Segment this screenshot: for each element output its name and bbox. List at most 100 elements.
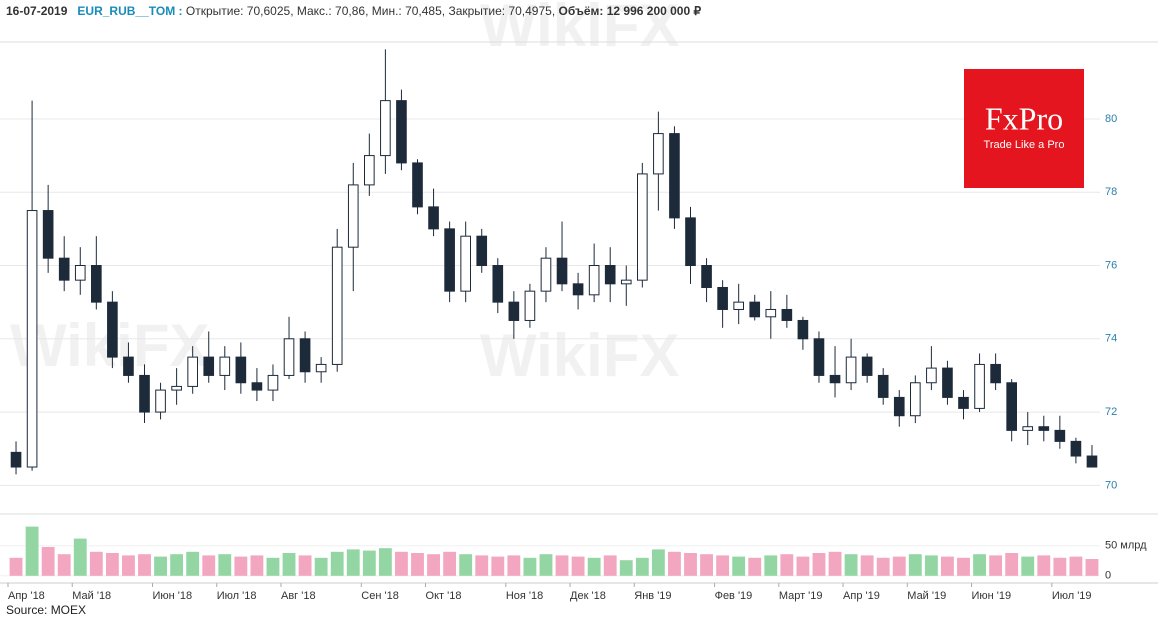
y-tick-label: 78 — [1105, 186, 1117, 198]
candle-body — [476, 235, 488, 267]
candle-body — [524, 290, 536, 321]
volume-bar — [25, 526, 39, 576]
volume-bar — [475, 555, 489, 576]
candle-body — [620, 279, 632, 285]
candle-body — [1086, 455, 1098, 468]
candle-body — [251, 382, 263, 391]
candle-body — [861, 356, 873, 376]
x-tick-label: Май '18 — [72, 590, 111, 602]
candle-body — [347, 184, 359, 248]
ohlc: Открытие: 70,6025, Макс.: 70,86, Мин.: 7… — [185, 4, 556, 18]
volume-bar — [876, 557, 890, 576]
candle-body — [1022, 426, 1034, 431]
x-tick-label: Авг '18 — [281, 590, 316, 602]
volume-bar — [395, 551, 408, 576]
candle-body — [235, 356, 247, 384]
x-tick-label: Апр '18 — [8, 590, 45, 602]
volume-bar — [443, 551, 457, 576]
candle-body — [749, 301, 761, 318]
volume-bar — [154, 556, 167, 576]
candle-body — [572, 283, 584, 296]
candle-body — [331, 246, 343, 365]
volume-bar — [491, 556, 505, 576]
volume-bar — [282, 553, 296, 576]
volume-bar — [764, 555, 778, 576]
source: Source: MOEX — [6, 603, 86, 617]
volume-bar — [716, 555, 730, 576]
volume-tick-label: 0 — [1105, 570, 1111, 582]
volume-bar — [812, 553, 826, 576]
candle-body — [813, 338, 825, 376]
candle-body — [203, 356, 215, 376]
volume-bar — [122, 555, 135, 576]
volume-bar — [700, 554, 713, 576]
volume-bar — [941, 556, 954, 576]
volume-bar — [1037, 555, 1051, 576]
candle-body — [556, 257, 568, 285]
volume-bar — [427, 554, 440, 576]
candle-body — [958, 396, 969, 409]
candle-body — [58, 257, 70, 281]
candle-body — [219, 356, 231, 376]
candle-body — [267, 374, 279, 391]
candle-body — [139, 374, 150, 413]
candle-body — [717, 286, 728, 310]
candle-body — [123, 356, 134, 376]
candle-body — [42, 210, 54, 259]
x-tick-label: Июн '19 — [972, 590, 1012, 602]
candle-body — [444, 228, 455, 292]
volume-bar — [298, 555, 312, 576]
candle-body — [299, 338, 311, 373]
candle-body — [653, 133, 664, 175]
candle-body — [74, 265, 86, 281]
candle-body — [107, 301, 118, 358]
volume-bar — [202, 555, 216, 576]
candle-body — [604, 265, 616, 285]
candle-body — [187, 356, 198, 387]
candle-body — [155, 389, 166, 413]
watermark: WikiFX — [480, 322, 679, 389]
candle-body — [26, 210, 38, 468]
volume-bar — [748, 557, 762, 576]
volume-bar — [796, 556, 810, 576]
volume-bar — [957, 557, 970, 576]
candle-body — [540, 257, 552, 292]
volume-bar — [234, 556, 248, 576]
volume-bar — [780, 554, 794, 576]
symbol: EUR_RUB__TOM : — [77, 4, 183, 18]
candle-body — [845, 356, 857, 384]
volume-bar — [635, 557, 649, 576]
volume-bar — [651, 549, 665, 576]
y-tick-label: 74 — [1105, 333, 1117, 345]
candle-body — [926, 367, 937, 384]
volume-bar — [973, 554, 986, 576]
candle-body — [781, 308, 793, 321]
volume-bar — [989, 555, 1003, 576]
candle-body — [733, 301, 744, 310]
volume-bar — [314, 557, 328, 576]
candle-body — [380, 100, 391, 157]
volume-bar — [459, 554, 473, 576]
volume-bar — [523, 557, 537, 576]
x-tick-label: Янв '19 — [634, 590, 671, 602]
candle-body — [428, 206, 439, 230]
x-tick-label: Март '19 — [779, 590, 823, 602]
x-tick-label: Окт '18 — [426, 590, 462, 602]
volume-bar — [732, 556, 746, 576]
candle-body — [1070, 440, 1082, 457]
candle-body — [797, 319, 809, 340]
volume-bar — [908, 554, 922, 576]
x-tick-label: Апр '19 — [843, 590, 880, 602]
volume-bar — [266, 557, 280, 576]
candle-body — [910, 382, 921, 417]
candle-body — [765, 308, 777, 318]
logo-brand: FxPro — [985, 100, 1063, 136]
volume-bar — [218, 554, 232, 576]
volume-bar — [587, 557, 601, 576]
volume-bar — [555, 555, 569, 576]
candle-body — [942, 367, 953, 398]
volume-bar — [1069, 556, 1083, 576]
candle-body — [492, 265, 504, 303]
candle-body — [171, 385, 182, 391]
